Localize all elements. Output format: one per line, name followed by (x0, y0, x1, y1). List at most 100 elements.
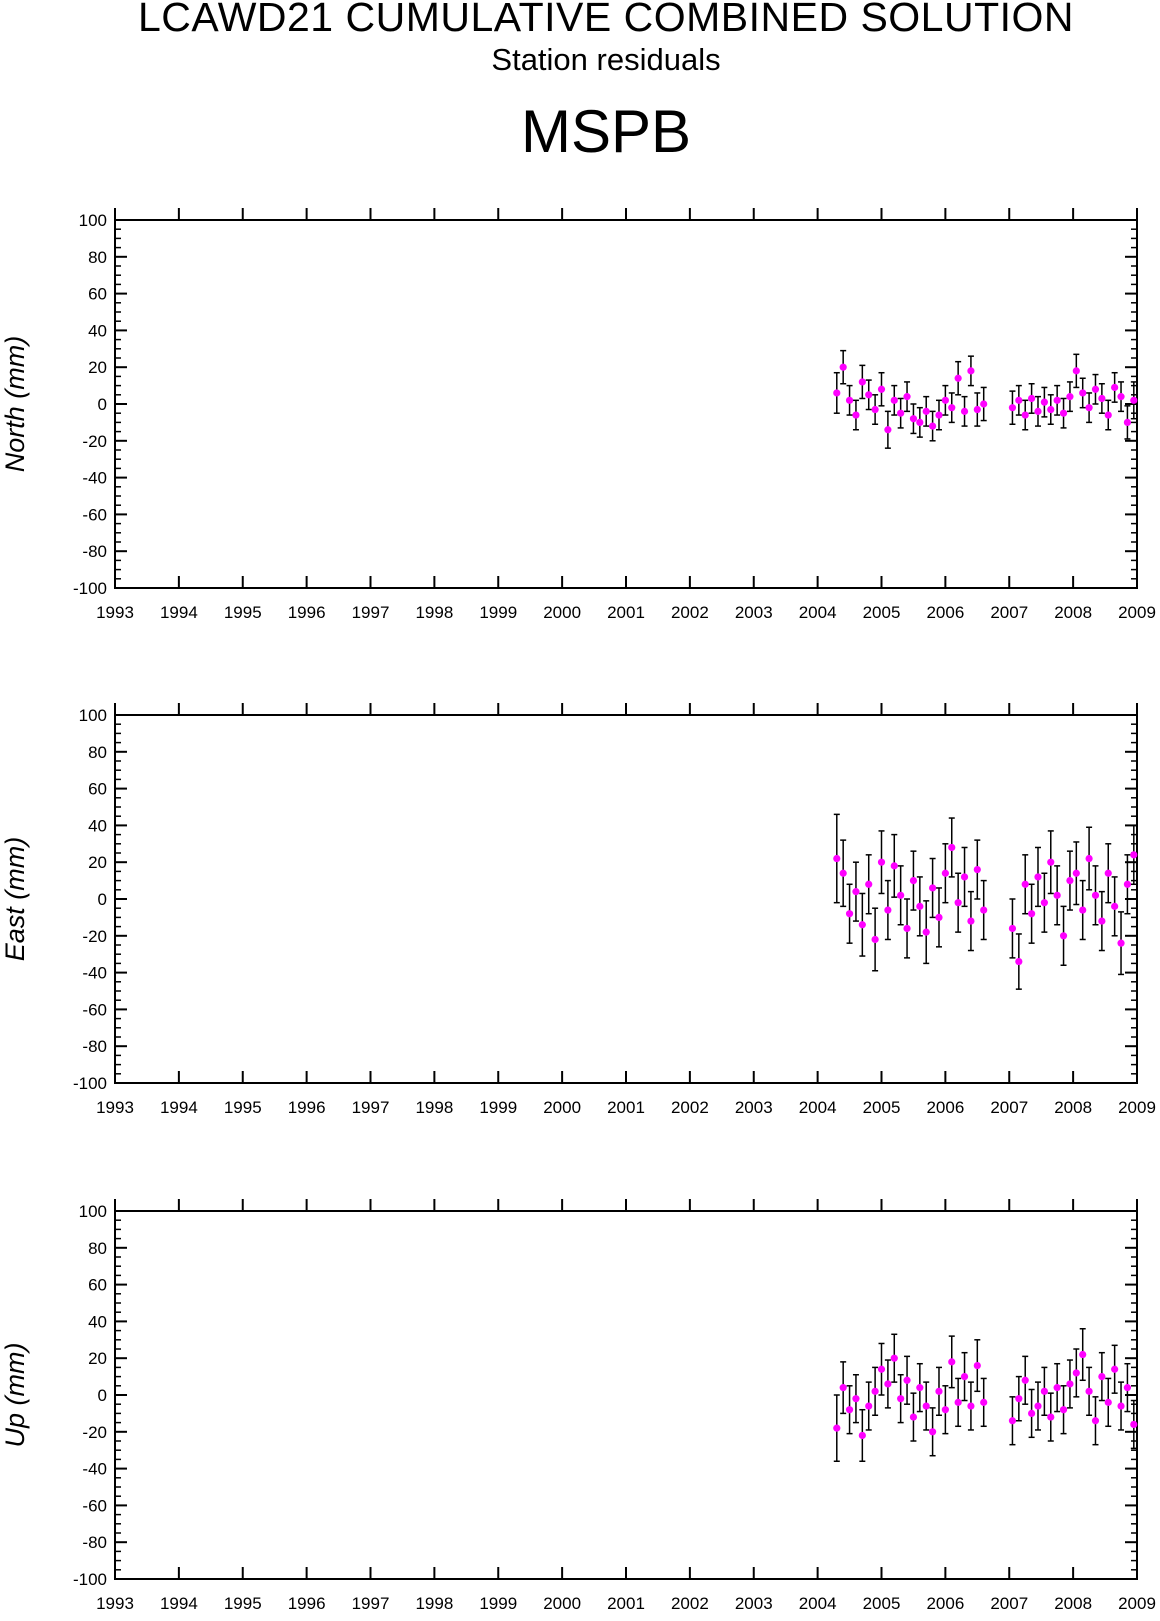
panel-3-data-point (1028, 1409, 1036, 1417)
panel-1-y-tick-label: -40 (82, 469, 107, 488)
panel-1-x-tick-label: 1993 (96, 603, 134, 622)
panel-1-data-point (1047, 405, 1055, 414)
panel-3-x-tick-label: 2007 (990, 1594, 1028, 1613)
panel-3-data-point (1079, 1350, 1087, 1359)
panel-2-data-point (1028, 910, 1036, 918)
panel-2-x-tick-label: 1995 (224, 1098, 262, 1117)
panel-2-x-tick-label: 2008 (1054, 1098, 1092, 1117)
panel-2-x-tick-label: 2001 (607, 1098, 645, 1117)
panel-1-x-tick-label: 1997 (352, 603, 390, 622)
panel-3-data-point (1111, 1365, 1119, 1373)
panel-3-y-tick-label: 100 (79, 1202, 107, 1221)
panel-3-data-point (1034, 1402, 1042, 1410)
panel-1-x-tick-label: 1996 (288, 603, 326, 622)
panel-2-data-point (909, 877, 918, 885)
panel-2-data-point (865, 880, 873, 888)
panel-1-y-tick-label: -60 (82, 505, 107, 524)
panel-3-x-tick-label: 2002 (671, 1594, 709, 1613)
panel-3-data-point (877, 1365, 886, 1373)
panel-1-data-point (948, 404, 956, 412)
panel-2-y-tick-label: -60 (82, 1000, 107, 1019)
panel-3-y-tick-label: 60 (88, 1276, 107, 1295)
panel-2-data-point (1059, 932, 1068, 940)
panel-2-y-tick-label: -40 (82, 964, 107, 983)
panel-3-y-tick-label: 0 (98, 1386, 107, 1405)
panel-2-y-tick-label: 40 (88, 816, 107, 835)
panel-3-data-point (909, 1413, 918, 1421)
panel-3-data-point (1059, 1406, 1068, 1414)
panel-2-data-point (1079, 906, 1087, 914)
panel-1-data-point (980, 400, 988, 408)
panel-1-data-point (1072, 367, 1080, 375)
panel-1-x-tick-label: 2008 (1054, 603, 1092, 622)
panel-2-x-tick-label: 2005 (863, 1098, 901, 1117)
panel-3-data-point (871, 1387, 879, 1395)
panel-3-data-point (1015, 1395, 1023, 1403)
panel-2-data-point (858, 921, 866, 929)
panel-2-x-tick-label: 2006 (926, 1098, 964, 1117)
panel-3-data-point (1021, 1376, 1029, 1384)
panel-2-data-point (884, 906, 892, 914)
panel-1-data-point (877, 385, 886, 393)
panel-1-data-point (967, 367, 975, 375)
panel-1-x-tick-label: 1998 (415, 603, 453, 622)
station-name: MSPB (520, 98, 692, 165)
panel-2-data-point (1066, 877, 1074, 885)
panel-3-data-point (833, 1424, 841, 1432)
panel-1-data-point (858, 378, 866, 386)
panel-3-y-tick-label: 20 (88, 1349, 107, 1368)
panel-3-x-tick-label: 1993 (96, 1594, 134, 1613)
panel-3-data-point (890, 1354, 898, 1362)
panel-1-data-point (871, 405, 879, 414)
panel-2-x-tick-label: 1999 (479, 1098, 517, 1117)
panel-1-data-point (1021, 411, 1029, 419)
panel-2-y-tick-label: 0 (98, 890, 107, 909)
panel-3-y-tick-label: 80 (88, 1239, 107, 1258)
panel-1-y-tick-label: 100 (79, 211, 107, 230)
panel-1-data-point (1053, 396, 1061, 404)
panel-2-x-tick-label: 2000 (543, 1098, 581, 1117)
panel-3-data-point (903, 1376, 911, 1384)
panel-2-y-tick-label: -100 (73, 1074, 107, 1093)
panel-2-data-point (1123, 880, 1132, 888)
panel-2-data-point (980, 906, 988, 914)
panel-3-y-axis-label: Up (mm) (0, 1343, 30, 1448)
panel-3-x-tick-label: 1996 (288, 1594, 326, 1613)
panel-2-data-point (1111, 902, 1119, 910)
panel-3-x-tick-label: 2003 (735, 1594, 773, 1613)
panel-1-data-point (845, 396, 854, 404)
panel-2-data-point (1040, 899, 1048, 907)
panel-2-data-point (845, 910, 854, 918)
panel-1-data-point (922, 407, 930, 415)
panel-2-data-point (1085, 854, 1093, 863)
panel-1-data-point (839, 363, 847, 371)
panel-2-data-point (922, 928, 930, 936)
panel-2-x-tick-label: 2007 (990, 1098, 1028, 1117)
panel-3-y-tick-label: -100 (73, 1570, 107, 1589)
panel-2-data-point (1072, 869, 1080, 877)
panel-1-data-point (897, 409, 905, 417)
panel-1-data-point (865, 391, 873, 399)
panel-3-data-point (1053, 1384, 1061, 1392)
panel-3-y-tick-label: -20 (82, 1423, 107, 1442)
panel-2-data-point (1098, 917, 1106, 925)
panel-3-data-point (1085, 1387, 1093, 1395)
panel-2-data-point (973, 865, 981, 874)
panel-1-data-point (1040, 398, 1048, 406)
panel-2-data-point (1104, 869, 1112, 877)
panel-3-y-tick-label: -80 (82, 1533, 107, 1552)
panel-3-data-point (922, 1402, 930, 1410)
panel-1-data-point (1091, 385, 1100, 393)
panel-1-data-point (1104, 411, 1112, 419)
panel-3-data-point (865, 1402, 873, 1410)
panel-1-data-point (852, 411, 860, 419)
panel-1-data-point (833, 389, 841, 397)
panel-1-data-point (884, 426, 892, 434)
panel-3-data-point (967, 1402, 975, 1410)
panel-3-data-point (884, 1380, 892, 1388)
panel-2-data-point (935, 913, 943, 922)
panel-2-data-point (833, 854, 841, 863)
panel-2-data-point (1117, 939, 1125, 947)
panel-1-x-tick-label: 1999 (479, 603, 517, 622)
